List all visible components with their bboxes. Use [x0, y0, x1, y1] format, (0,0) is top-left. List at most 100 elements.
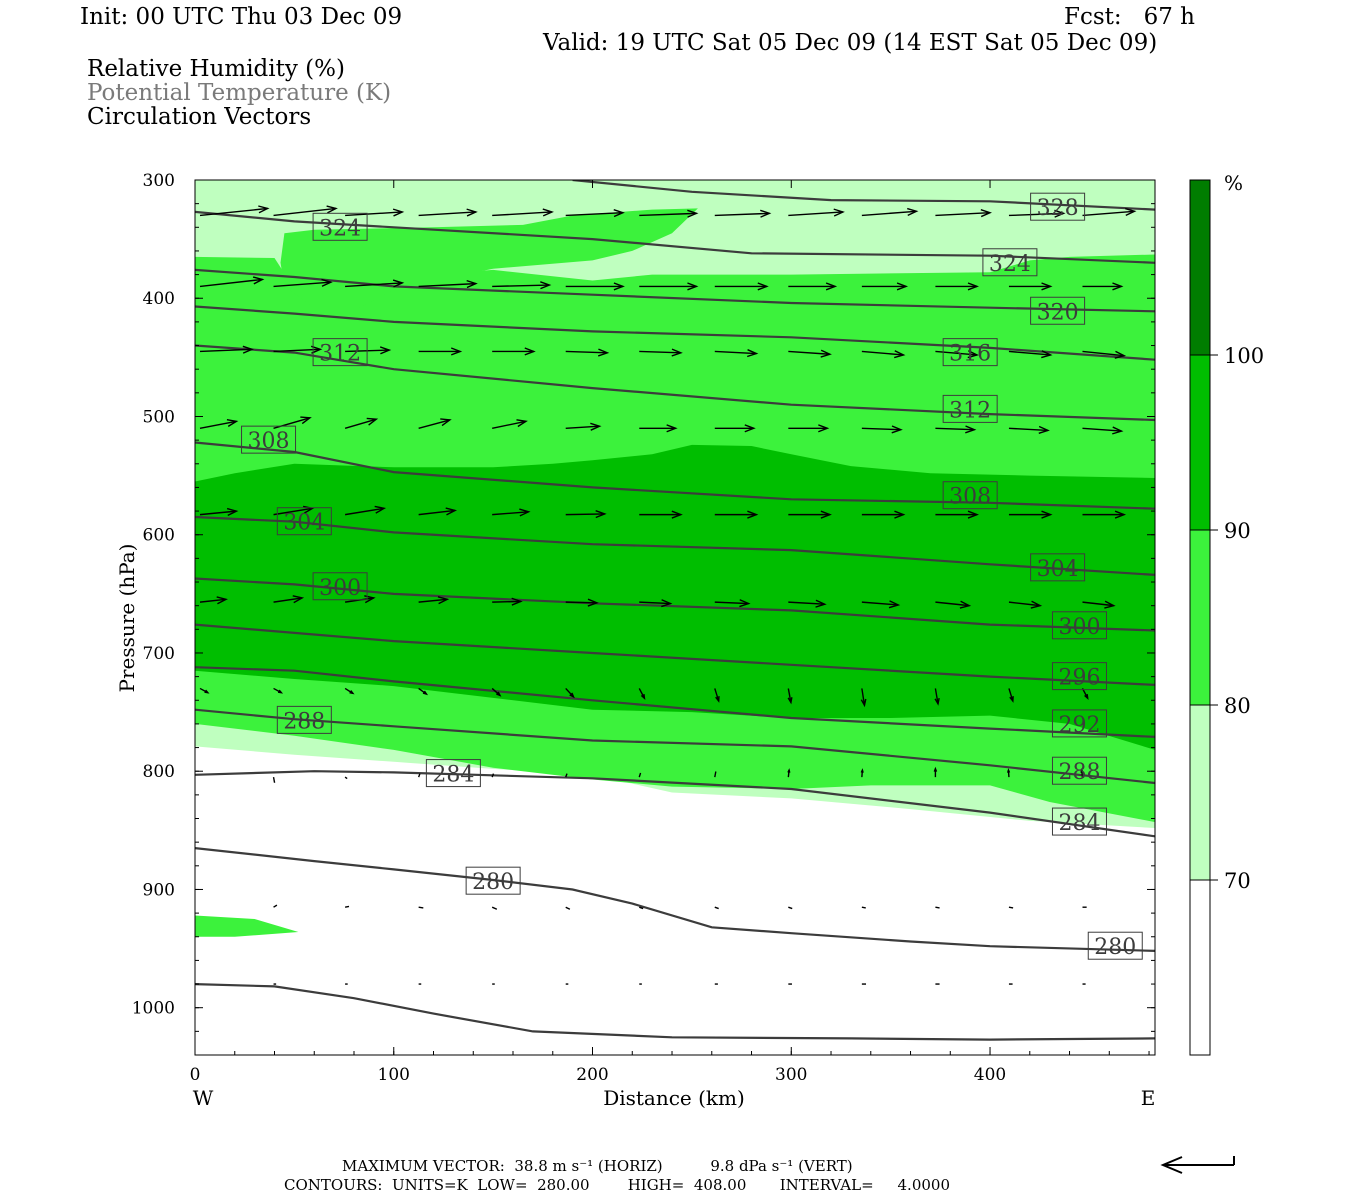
vector-head — [787, 768, 791, 773]
vector-shaft — [418, 598, 448, 603]
vector-shaft — [491, 906, 498, 910]
vector-shaft — [639, 906, 644, 910]
vector-shaft — [345, 282, 403, 288]
vector-shaft — [714, 350, 757, 355]
vector-arrow — [714, 688, 720, 703]
vector-shaft — [417, 773, 421, 778]
theta-contour-328 — [572, 180, 1155, 211]
vector-head — [815, 599, 827, 608]
vector-arrow — [787, 688, 793, 705]
vector-arrow — [418, 906, 424, 909]
theta-label: 296 — [1051, 662, 1107, 691]
colorbar-label: 80 — [1224, 694, 1251, 718]
vector-arrow — [344, 905, 350, 908]
vector-head — [300, 416, 312, 425]
theta-label-box — [312, 338, 368, 367]
vector-arrow — [199, 345, 254, 354]
vector-shaft — [344, 905, 350, 908]
vector-arrow — [639, 348, 683, 357]
x-tick-label: 400 — [974, 1065, 1006, 1085]
vector-arrow — [417, 773, 421, 778]
vector-shaft — [272, 777, 276, 783]
vector-head — [896, 282, 909, 291]
vector-arrow — [1082, 207, 1137, 217]
theta-label-box — [465, 866, 521, 895]
vector-arrow — [199, 205, 270, 217]
vector-head — [1007, 768, 1011, 773]
vector-head — [204, 689, 210, 694]
vector-head — [967, 350, 979, 359]
vector-shaft — [1082, 350, 1125, 357]
vector-arrow — [273, 687, 284, 694]
vector-shaft — [344, 507, 385, 516]
colorbar: 70 80 90 100 — [1189, 179, 1264, 1056]
vector-head — [888, 600, 901, 609]
x-tick-label: 100 — [378, 1065, 410, 1085]
vector-shaft — [1082, 427, 1122, 432]
vector-head — [613, 282, 625, 291]
vector-shaft — [639, 601, 671, 605]
vector-shaft — [1008, 427, 1048, 432]
vector-arrow — [491, 906, 498, 910]
vector-head — [1038, 425, 1050, 435]
vector-arrow — [788, 599, 827, 608]
theta-label-box — [241, 425, 297, 454]
vector-head — [833, 208, 845, 217]
vector-shaft — [935, 350, 978, 356]
vector-head — [466, 279, 478, 289]
vector-arrow — [861, 425, 903, 434]
vector-shaft — [639, 212, 697, 217]
vector-head — [671, 510, 683, 519]
vector-head — [687, 209, 699, 218]
colorbar-segment — [1189, 879, 1211, 1056]
vector-head — [760, 209, 772, 218]
vector-arrow — [273, 345, 323, 354]
vector-head — [392, 279, 405, 288]
east-label: E — [1141, 1086, 1156, 1110]
vector-shaft — [199, 278, 263, 288]
theta-label-box — [1030, 553, 1086, 582]
theta-label-text: 324 — [989, 252, 1031, 277]
vector-arrow — [934, 688, 940, 706]
vector-head — [450, 347, 463, 356]
theta-label-box — [276, 507, 332, 536]
vector-arrow — [639, 510, 683, 519]
y-tick-label: 600 — [143, 526, 175, 546]
vector-arrow — [273, 278, 333, 288]
vector-arrow — [418, 418, 452, 429]
vector-arrow — [639, 282, 699, 291]
theta-contour-288 — [195, 708, 1155, 785]
vector-head — [590, 422, 602, 431]
rh-shading — [195, 180, 1155, 937]
x-tick-label: 0 — [190, 1065, 201, 1085]
vector-arrow — [344, 417, 379, 429]
y-tick-label: 900 — [143, 880, 175, 900]
vector-shaft — [344, 418, 377, 429]
theta-label-box — [312, 572, 368, 601]
vector-head — [894, 510, 906, 519]
vector-arrow — [1082, 426, 1124, 435]
vector-arrow — [345, 208, 405, 217]
theta-label: 300 — [312, 572, 368, 601]
vector-shaft — [1008, 350, 1051, 356]
vector-arrow — [638, 688, 646, 700]
theta-label: 304 — [1030, 553, 1086, 582]
init-time: Init: 00 UTC Thu 03 Dec 09 — [80, 4, 403, 30]
vector-arrow — [1008, 350, 1053, 359]
theta-labels: 3283243243203163123123083083043043003002… — [241, 192, 1143, 960]
colorbar-segment — [1189, 529, 1211, 706]
vector-head — [1114, 350, 1127, 359]
colorbar-segment — [1189, 179, 1211, 356]
vector-arrow — [565, 348, 610, 357]
theta-label-text: 300 — [1058, 615, 1100, 640]
vector-arrow — [418, 279, 478, 289]
vector-head — [587, 598, 599, 607]
theta-contours — [195, 180, 1155, 1041]
vector-shaft — [935, 211, 991, 217]
vector-head — [379, 346, 392, 355]
theta-label-text: 280 — [1094, 935, 1136, 960]
theta-label-text: 320 — [1037, 300, 1079, 325]
theta-label-text: 292 — [1058, 713, 1100, 738]
vector-shaft — [273, 348, 321, 353]
vector-arrow — [273, 595, 305, 604]
